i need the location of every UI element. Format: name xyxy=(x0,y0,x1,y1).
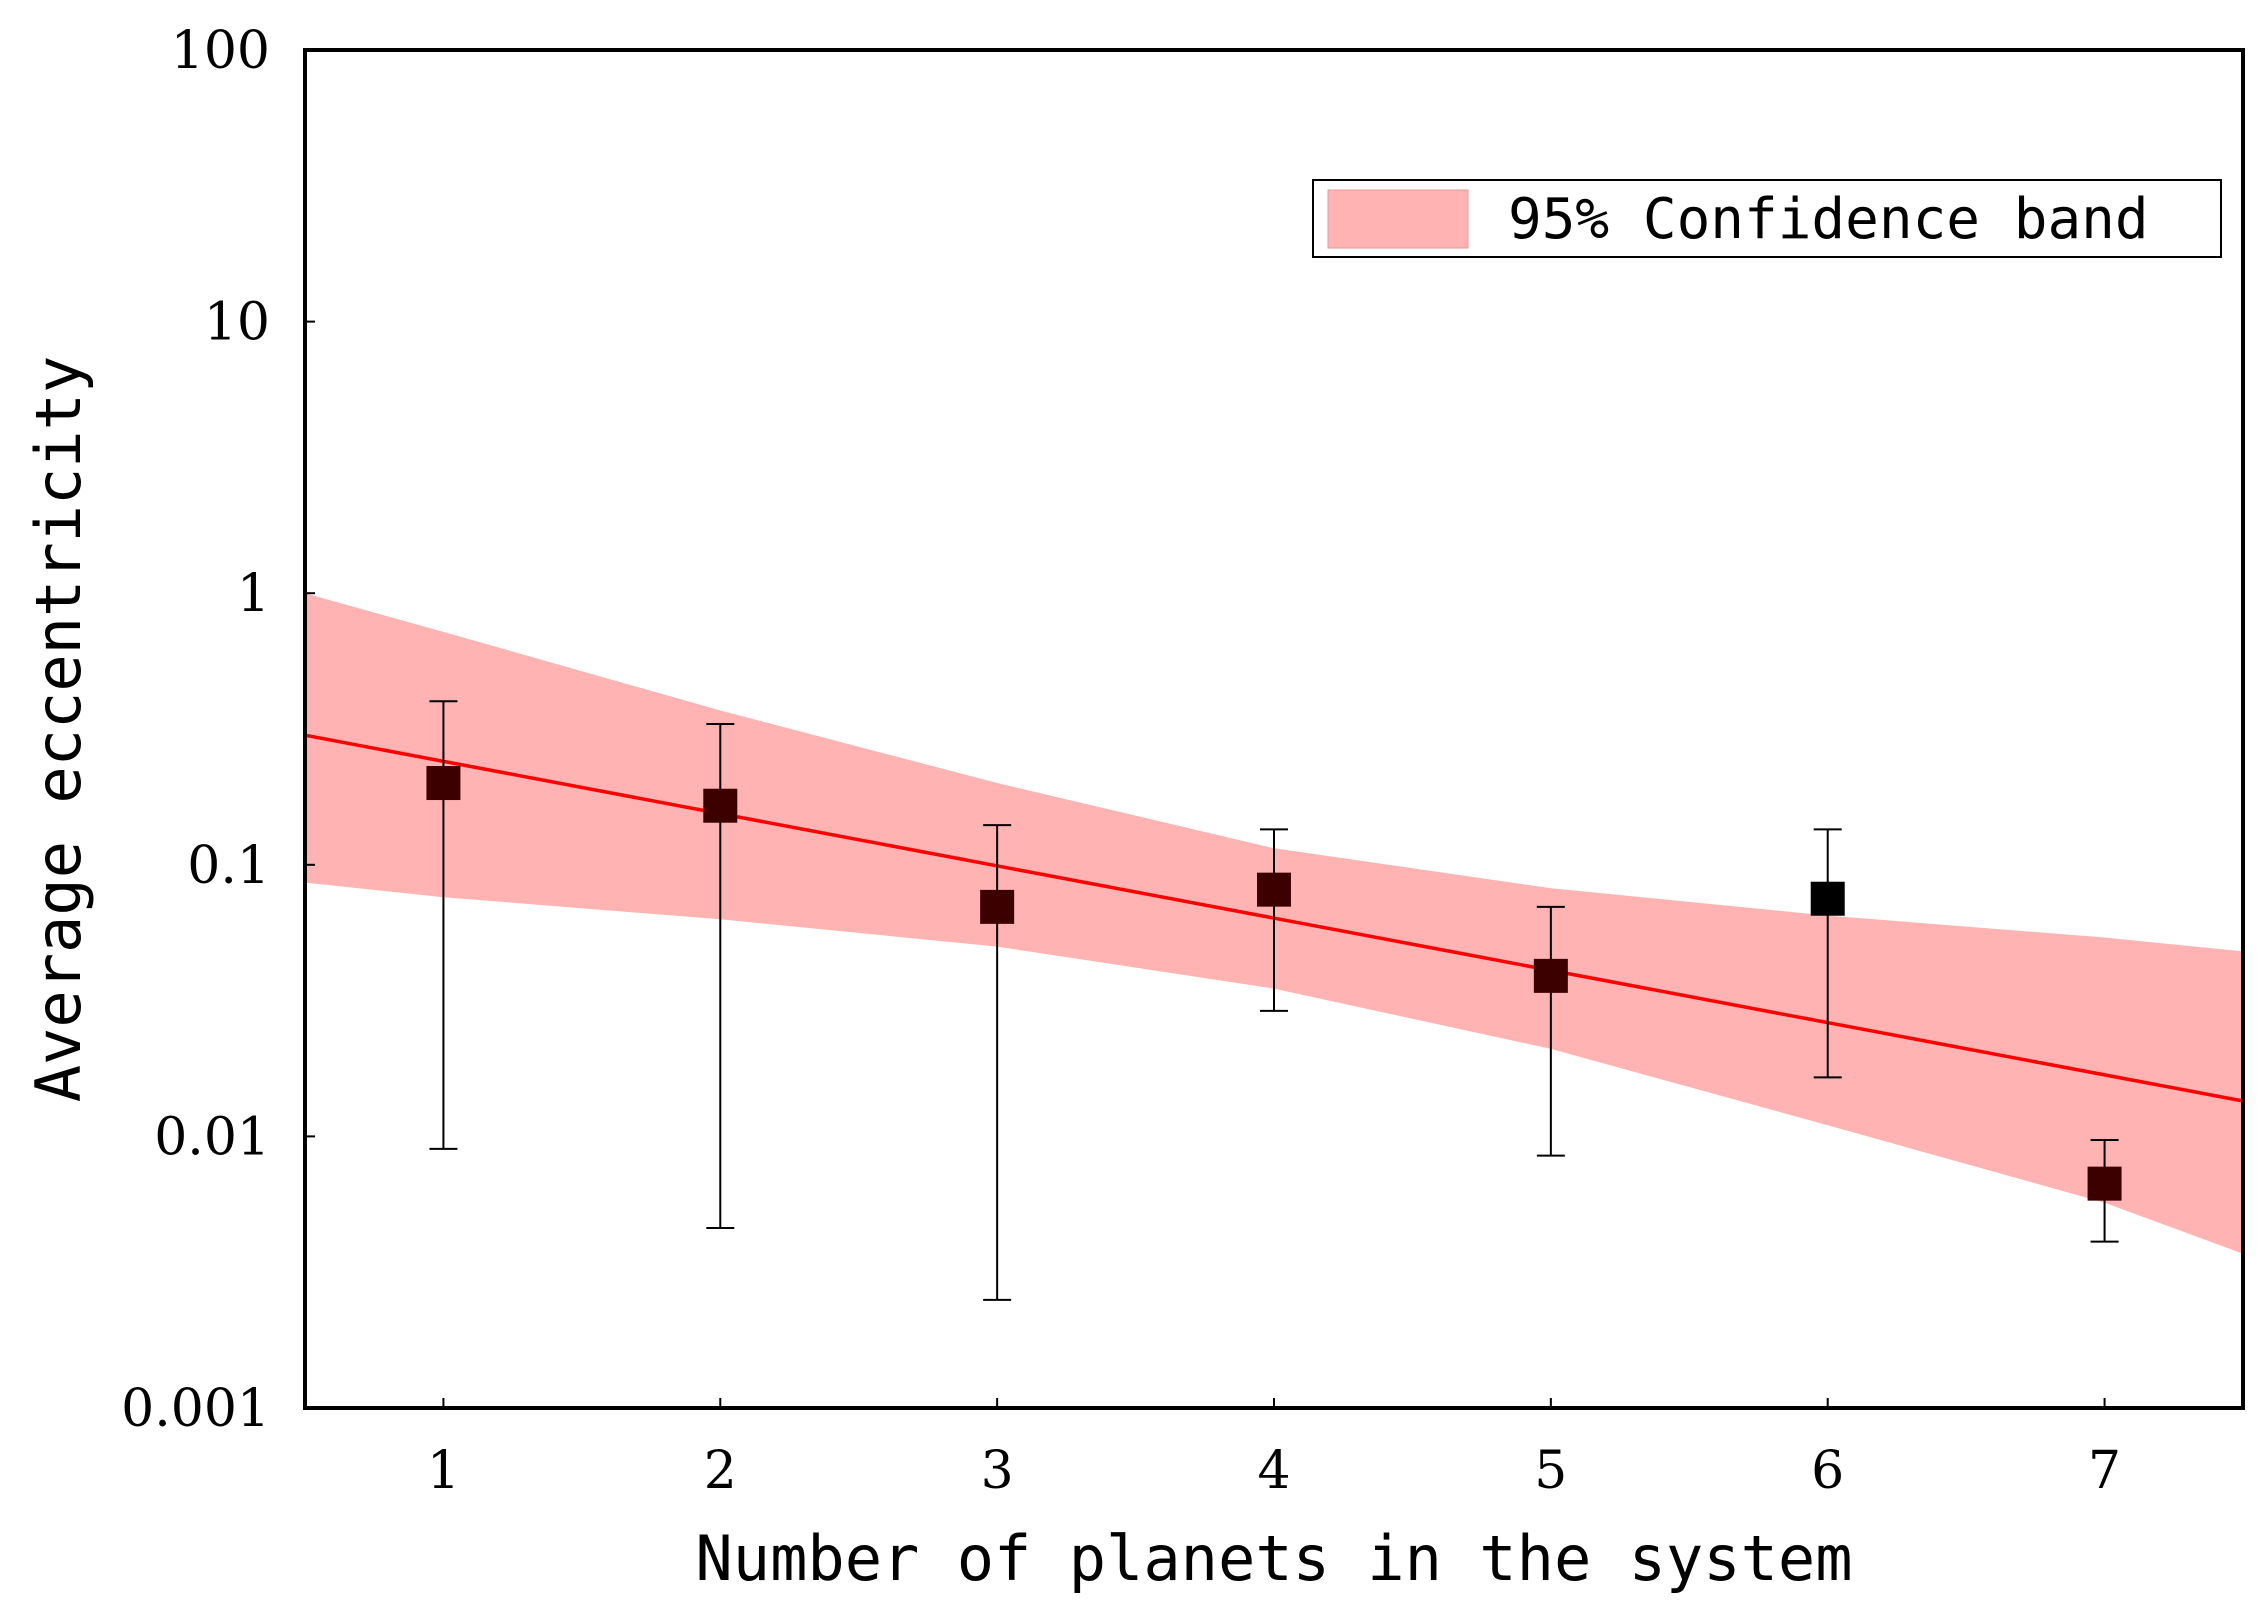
y-tick-label-1: 1 xyxy=(237,564,270,624)
legend: 95% Confidence band xyxy=(1312,179,2222,258)
data-point-group-1 xyxy=(426,700,461,1150)
y-axis-title: Average eccentricity xyxy=(22,356,95,1103)
x-axis-title: Number of planets in the system xyxy=(695,1522,1852,1595)
data-point-group-2 xyxy=(703,722,738,1229)
y-axis-ticks: 0.001 0.01 0.1 1 10 100 xyxy=(121,21,315,1439)
data-point-group-5 xyxy=(1533,905,1568,1157)
data-point-group-6 xyxy=(1810,828,1845,1079)
data-point-7 xyxy=(2087,1166,2122,1201)
y-tick-label-0.001: 0.001 xyxy=(121,1379,270,1439)
y-tick-label-10: 10 xyxy=(204,293,270,353)
data-point-5 xyxy=(1533,958,1568,993)
data-point-6 xyxy=(1810,881,1845,916)
y-tick-label-0.01: 0.01 xyxy=(154,1107,270,1167)
x-tick-label-7: 7 xyxy=(2088,1441,2121,1501)
data-point-group-7 xyxy=(2087,1138,2122,1243)
data-point-4 xyxy=(1257,872,1291,907)
data-point-3 xyxy=(980,889,1015,924)
x-tick-label-5: 5 xyxy=(1534,1441,1567,1501)
x-tick-label-3: 3 xyxy=(981,1441,1014,1501)
data-point-group-4 xyxy=(1257,828,1291,1012)
data-point-group-3 xyxy=(980,824,1015,1301)
x-tick-label-4: 4 xyxy=(1257,1441,1290,1501)
x-tick-label-6: 6 xyxy=(1811,1441,1844,1501)
legend-label-confidence-band: 95% Confidence band xyxy=(1508,187,2149,252)
y-tick-label-100: 100 xyxy=(171,21,270,81)
data-point-1 xyxy=(426,766,461,801)
plot-area xyxy=(304,593,2244,1301)
x-tick-label-2: 2 xyxy=(704,1441,737,1501)
y-tick-label-0.1: 0.1 xyxy=(187,836,270,896)
data-point-2 xyxy=(703,788,738,823)
legend-swatch-confidence-band xyxy=(1327,189,1469,249)
x-tick-label-1: 1 xyxy=(427,1441,460,1501)
x-axis-ticks: 1 2 3 4 5 6 7 xyxy=(427,1398,2121,1501)
